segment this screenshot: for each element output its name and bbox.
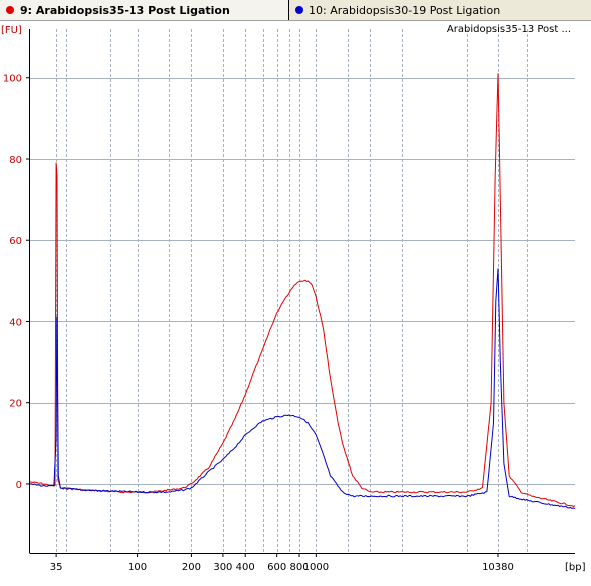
x-tick-label: 1000 (304, 562, 329, 573)
y-axis-label: [FU] (1, 25, 22, 36)
chart-title: Arabidopsis35-13 Post ... (447, 24, 571, 35)
chart-axes (29, 29, 575, 554)
x-tick-label: 10380 (482, 562, 514, 573)
x-tick-label: 400 (236, 562, 255, 573)
x-tick-label: 200 (182, 562, 201, 573)
x-tick-label: 100 (128, 562, 147, 573)
sample-tab-bar: 9: Arabidopsis35-13 Post Ligation 10: Ar… (0, 0, 591, 21)
tab-sample-9-label: 9: Arabidopsis35-13 Post Ligation (20, 3, 230, 17)
y-tick-label: 60 (9, 236, 22, 247)
x-tick-label: 600 (267, 562, 286, 573)
tab-sample-10-label: 10: Arabidopsis30-19 Post Ligation (309, 3, 501, 17)
red-circle-icon (6, 6, 14, 14)
series-line-1 (29, 73, 576, 508)
x-tick-label: 300 (213, 562, 232, 573)
chart-labels: [FU] [bp] Arabidopsis35-13 Post ... (1, 24, 586, 573)
series-line-2 (30, 268, 576, 509)
blue-circle-icon (295, 6, 303, 14)
y-tick-label: 100 (3, 74, 22, 85)
chart-series (29, 73, 576, 509)
electropherogram-chart: [FU] [bp] Arabidopsis35-13 Post ... 0 20 4… (0, 21, 591, 586)
x-tick-label: 35 (50, 562, 63, 573)
y-tick-label: 40 (9, 317, 22, 328)
x-tick-label: 800 (289, 562, 308, 573)
tab-sample-10[interactable]: 10: Arabidopsis30-19 Post Ligation (289, 0, 591, 20)
y-tick-label: 0 (16, 480, 22, 491)
tab-sample-9[interactable]: 9: Arabidopsis35-13 Post Ligation (0, 0, 289, 20)
y-tick-label: 20 (9, 399, 22, 410)
y-tick-label: 80 (9, 155, 22, 166)
x-axis-label: [bp] (565, 562, 586, 573)
